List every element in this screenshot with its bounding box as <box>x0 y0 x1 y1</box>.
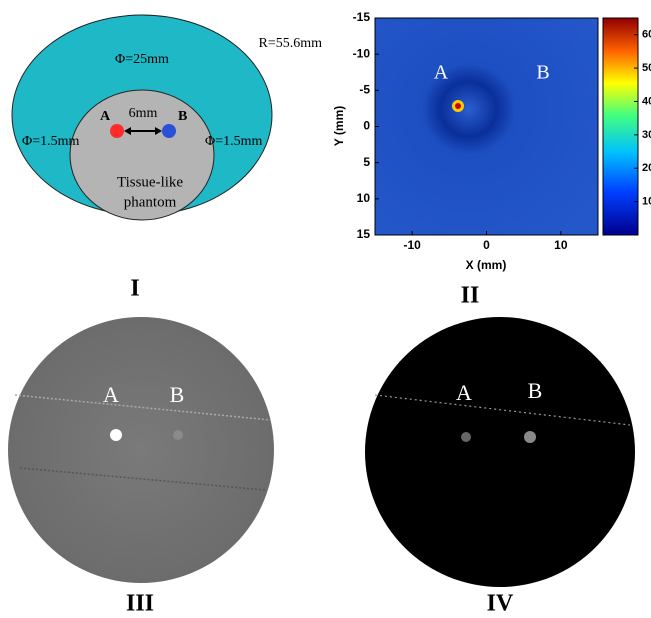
panel-image: A B III <box>8 317 274 617</box>
target-a-label: A <box>103 382 119 407</box>
target-b-spot <box>524 431 536 443</box>
panel-image: A B IV <box>365 317 635 617</box>
y-tick-label: 5 <box>363 155 370 169</box>
target-a-label: A <box>456 380 472 405</box>
target-b-label: B <box>170 382 185 407</box>
target-a-label: A <box>100 109 111 124</box>
y-tick-label: 10 <box>357 191 371 205</box>
spacing-label: 6mm <box>129 106 158 121</box>
panel-label: II <box>461 283 480 309</box>
x-tick-label: 10 <box>554 238 568 252</box>
hot-spot-core <box>455 103 461 109</box>
image-area <box>375 18 598 235</box>
target-a-spot <box>110 429 122 441</box>
inner-diameter: Φ=25mm <box>115 52 169 67</box>
y-tick-label: -10 <box>353 46 371 60</box>
panel-label: I <box>130 276 139 302</box>
panel-image: A B X (mm) Y (mm) II -10 0 10 -15 -10 -5 0 5 10 1… <box>332 10 651 308</box>
target-a-dot <box>110 124 124 138</box>
target-a-spot <box>461 432 471 442</box>
y-axis-label: Y (mm) <box>332 106 346 146</box>
target-b-label: B <box>536 62 549 84</box>
colorbar-tick-label: 40 <box>642 95 651 107</box>
outer-radius: R=55.6mm <box>258 36 322 51</box>
target-b-label: B <box>528 378 543 403</box>
colorbar-tick-label: 60 <box>642 29 651 41</box>
x-tick-label: -10 <box>403 238 421 252</box>
colorbar-tick-label: 10 <box>642 196 651 208</box>
ct-disc <box>8 317 274 583</box>
figure: R=55.6mm Φ=25mm A B 6mm Φ=1.5mm Φ=1.5mm … <box>0 0 651 618</box>
diameter-b: Φ=1.5mm <box>205 134 263 149</box>
target-a-label: A <box>434 62 449 84</box>
colorbar-tick-label: 20 <box>642 162 651 174</box>
panel-label: III <box>126 591 154 617</box>
target-b-dot <box>162 124 176 138</box>
y-tick-label: -15 <box>353 10 371 24</box>
panel-schematic: R=55.6mm Φ=25mm A B 6mm Φ=1.5mm Φ=1.5mm … <box>12 15 322 302</box>
target-b-label: B <box>178 109 187 124</box>
y-tick-label: -5 <box>359 83 370 97</box>
y-tick-label: 0 <box>363 119 370 133</box>
phantom-label: phantom <box>124 194 177 210</box>
target-b-spot <box>173 430 183 440</box>
panel-label: IV <box>487 591 514 617</box>
diameter-a: Φ=1.5mm <box>22 134 80 149</box>
colorbar-tick-label: 30 <box>642 129 651 141</box>
ct-disc <box>365 317 635 587</box>
x-tick-label: 0 <box>483 238 490 252</box>
x-axis-label: X (mm) <box>466 258 507 272</box>
colorbar-tick-label: 50 <box>642 62 651 74</box>
y-tick-label: 15 <box>357 227 371 241</box>
colorbar <box>603 18 638 235</box>
phantom-label: Tissue-like <box>117 174 183 190</box>
